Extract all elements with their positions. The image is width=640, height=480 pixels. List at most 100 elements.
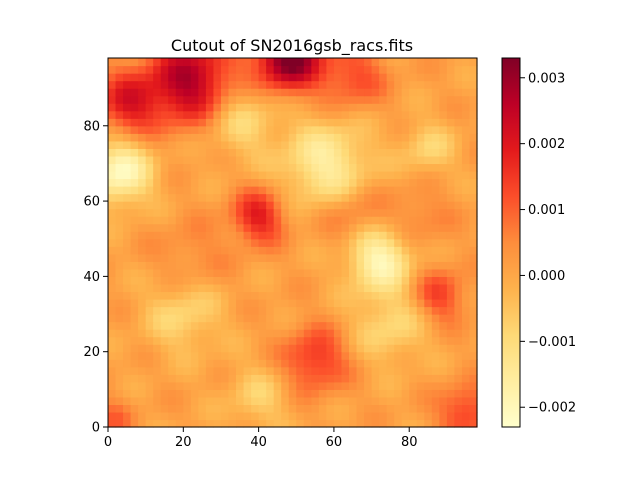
heatmap-cell <box>439 73 448 82</box>
heatmap-cell <box>394 314 403 323</box>
heatmap-cell <box>454 110 463 119</box>
heatmap-cell <box>333 103 343 112</box>
heatmap-cell <box>333 133 343 142</box>
heatmap-cell <box>243 283 252 293</box>
heatmap-cell <box>205 118 215 127</box>
heatmap-cell <box>431 321 440 330</box>
heatmap-cell <box>311 291 320 300</box>
heatmap-cell <box>318 411 327 421</box>
heatmap-cell <box>409 283 418 293</box>
heatmap-cell <box>175 411 184 421</box>
heatmap-cell <box>469 201 478 210</box>
heatmap-cell <box>258 163 267 172</box>
colorbar-tick-label: −0.002 <box>528 401 576 416</box>
heatmap-cell <box>424 374 433 383</box>
heatmap-cell <box>243 374 252 383</box>
heatmap-cell <box>288 170 297 180</box>
heatmap-cell <box>439 344 448 353</box>
heatmap-cell <box>266 389 275 398</box>
heatmap-cell <box>416 163 425 172</box>
heatmap-cell <box>394 58 403 67</box>
heatmap-cell <box>138 148 147 157</box>
heatmap-cell <box>318 276 327 285</box>
heatmap-cell <box>198 404 207 413</box>
heatmap-cell <box>446 389 456 398</box>
heatmap-cell <box>333 178 343 187</box>
heatmap-cell <box>303 261 312 270</box>
heatmap-cell <box>190 223 199 232</box>
heatmap-cell <box>123 170 132 180</box>
heatmap-cell <box>183 58 192 67</box>
heatmap-cell <box>356 193 365 202</box>
heatmap-cell <box>394 344 403 353</box>
heatmap-cell <box>281 148 290 157</box>
heatmap-cell <box>296 283 305 293</box>
heatmap-cell <box>439 419 448 428</box>
heatmap-cell <box>145 133 154 142</box>
heatmap-frame <box>107 57 478 428</box>
heatmap-cell <box>394 276 403 285</box>
heatmap-cell <box>130 193 139 202</box>
heatmap-cell <box>281 208 290 217</box>
heatmap-cell <box>213 110 222 119</box>
heatmap-cell <box>243 140 252 149</box>
heatmap-cell <box>416 268 425 277</box>
heatmap-cell <box>115 118 124 127</box>
heatmap-cell <box>258 389 267 398</box>
heatmap-cell <box>356 155 365 165</box>
heatmap-cell <box>379 148 388 157</box>
heatmap-cell <box>175 321 184 330</box>
heatmap-cell <box>190 253 199 262</box>
heatmap-cell <box>145 65 154 74</box>
heatmap-cell <box>236 381 245 390</box>
heatmap-cell <box>364 396 373 406</box>
heatmap-cell <box>205 133 215 142</box>
heatmap-cell <box>371 125 380 134</box>
heatmap-cell <box>303 298 312 308</box>
heatmap-cell <box>356 238 365 247</box>
heatmap-cell <box>371 103 380 112</box>
heatmap-cell <box>281 163 290 172</box>
heatmap-cell <box>348 329 358 338</box>
heatmap-cell <box>371 359 380 368</box>
heatmap-cell <box>115 58 124 67</box>
heatmap-cell <box>341 396 350 406</box>
heatmap-cell <box>183 411 192 421</box>
heatmap-cell <box>266 268 275 277</box>
heatmap-cell <box>220 404 230 413</box>
heatmap-cell <box>130 80 139 89</box>
heatmap-cell <box>446 95 456 104</box>
heatmap-cell <box>273 88 282 97</box>
heatmap-cell <box>326 216 335 225</box>
heatmap-cell <box>424 389 433 398</box>
heatmap-cell <box>431 329 440 338</box>
heatmap-cell <box>123 201 132 210</box>
heatmap-cell <box>379 351 388 360</box>
heatmap-cell <box>356 186 365 195</box>
heatmap-cell <box>258 118 267 127</box>
heatmap-cell <box>168 404 177 413</box>
heatmap-cell <box>273 80 282 89</box>
heatmap-cell <box>273 133 282 142</box>
heatmap-cell <box>190 238 199 247</box>
heatmap-cell <box>341 366 350 375</box>
heatmap-cell <box>379 366 388 375</box>
heatmap-cell <box>288 329 297 338</box>
heatmap-cell <box>130 336 139 345</box>
heatmap-cell <box>416 58 425 67</box>
heatmap-cell <box>401 193 410 202</box>
heatmap-cell <box>333 80 343 89</box>
heatmap-cell <box>469 110 478 119</box>
heatmap-cell <box>401 73 410 82</box>
heatmap-cell <box>108 419 117 428</box>
heatmap-cell <box>145 125 154 134</box>
heatmap-cell <box>220 238 230 247</box>
heatmap-cell <box>371 163 380 172</box>
heatmap-cell <box>431 359 440 368</box>
heatmap-cell <box>153 268 162 277</box>
heatmap-cell <box>401 344 410 353</box>
heatmap-cell <box>446 73 456 82</box>
heatmap-cell <box>409 140 418 149</box>
heatmap-cell <box>409 404 418 413</box>
heatmap-cell <box>213 396 222 406</box>
